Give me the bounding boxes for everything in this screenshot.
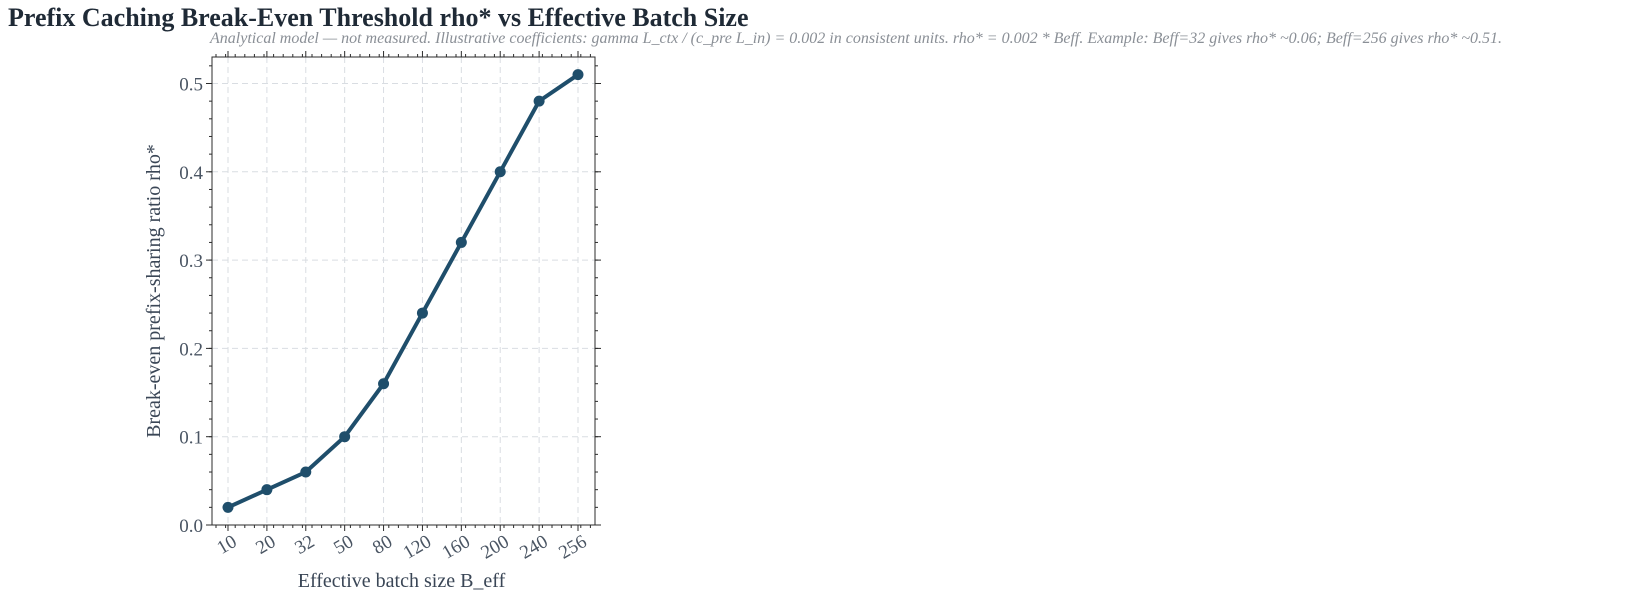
data-point [533, 95, 545, 107]
data-point [261, 484, 273, 496]
data-point [494, 166, 506, 178]
plot-frame [211, 56, 596, 526]
data-point [416, 307, 428, 319]
chart-subtitle: Analytical model — not measured. Illustr… [210, 30, 1503, 47]
data-point [572, 69, 584, 81]
minor-ticks [209, 54, 598, 528]
y-tick-label: 0.2 [179, 339, 203, 360]
x-tick-label: 50 [330, 531, 357, 559]
x-tick-label: 256 [555, 531, 590, 563]
y-tick-label: 0.3 [179, 251, 203, 272]
x-tick-label: 10 [214, 531, 241, 559]
x-tick-label: 160 [439, 531, 474, 563]
y-axis-ticks: 0.0 0.1 0.2 0.3 0.4 0.5 [179, 74, 601, 537]
x-tick-label: 240 [516, 531, 551, 563]
y-tick-label: 0.4 [179, 163, 203, 184]
x-tick-label: 20 [252, 531, 279, 559]
data-point [300, 466, 312, 478]
data-point [339, 431, 351, 443]
series-line [226, 72, 580, 510]
y-axis-label: Break-even prefix-sharing ratio rho* [143, 144, 165, 438]
x-axis-label: Effective batch size B_eff [298, 570, 506, 592]
x-tick-label: 80 [369, 531, 396, 559]
y-tick-label: 0.5 [179, 74, 203, 95]
x-tick-label: 32 [291, 531, 318, 559]
data-point [455, 236, 467, 248]
data-point [222, 501, 234, 513]
series-points [222, 69, 584, 513]
x-tick-label: 200 [478, 531, 513, 563]
y-tick-label: 0.1 [179, 428, 203, 449]
grid-lines [212, 57, 595, 526]
y-tick-label: 0.0 [179, 516, 203, 537]
data-point [378, 378, 390, 390]
x-tick-label: 120 [400, 531, 435, 563]
chart-title: Prefix Caching Break-Even Threshold rho*… [8, 3, 749, 32]
